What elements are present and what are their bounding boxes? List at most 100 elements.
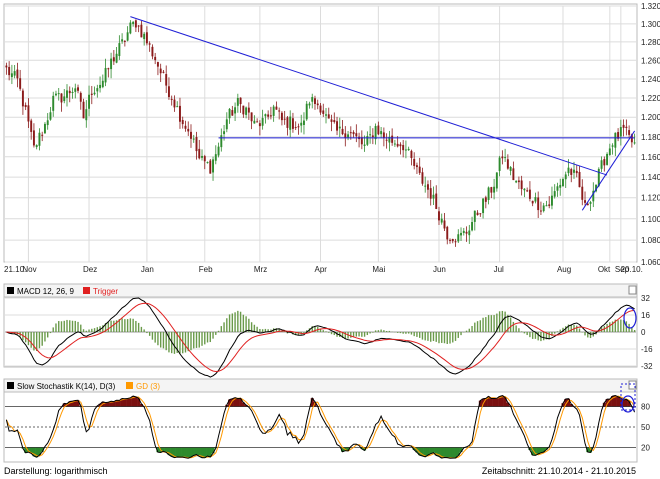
stoch-oversold-fill xyxy=(528,447,532,450)
price-candle-body xyxy=(43,123,46,134)
stoch-overbought-fill xyxy=(112,401,116,407)
stoch-oversold-fill xyxy=(448,447,452,459)
price-candle-body xyxy=(258,123,261,127)
footer-period-label: Zeitabschnitt: 21.10.2014 - 21.10.2015 xyxy=(481,466,636,476)
stoch-oversold-fill xyxy=(533,447,537,456)
price-candle-body xyxy=(564,174,567,180)
price-candle-body xyxy=(537,197,540,211)
price-candle-body xyxy=(256,121,259,123)
stoch-overbought-fill xyxy=(98,403,102,407)
price-x-tick-label: Aug xyxy=(557,265,571,274)
price-candle-body xyxy=(55,93,57,96)
price-candle-body xyxy=(217,146,220,156)
price-candle-body xyxy=(468,230,471,236)
stoch-oversold-fill xyxy=(161,447,165,452)
price-candle-body xyxy=(589,202,592,204)
price-candle-body xyxy=(231,110,234,116)
price-candle-body xyxy=(297,126,300,128)
price-candle-body xyxy=(63,96,66,102)
price-candle-body xyxy=(476,212,479,216)
price-candle-body xyxy=(559,184,562,188)
price-candle-body xyxy=(311,97,314,102)
price-candle-body xyxy=(8,66,11,76)
stoch-overbought-fill xyxy=(500,395,504,407)
price-candle-body xyxy=(432,194,435,199)
stoch-y-tick-label: 50 xyxy=(641,423,650,432)
price-candle-body xyxy=(410,150,413,159)
stoch-expand-button[interactable] xyxy=(628,380,637,390)
stoch-overbought-fill xyxy=(569,403,573,407)
price-candle-body xyxy=(272,106,275,116)
price-candle-body xyxy=(415,165,418,168)
price-candle-body xyxy=(327,114,330,119)
price-candle-body xyxy=(344,133,347,139)
price-candle-body xyxy=(101,80,104,88)
price-candle-body xyxy=(330,119,333,122)
price-candle-body xyxy=(286,117,289,128)
stoch-overbought-fill xyxy=(566,398,570,407)
macd-line xyxy=(6,297,635,378)
stoch-k-line xyxy=(5,394,636,459)
macd-y-ticks: 32 16 0 -16 -32 xyxy=(641,294,653,371)
price-candle-body xyxy=(322,110,325,114)
stoch-oversold-fill xyxy=(531,447,535,456)
price-x-tick-label: 21.10. xyxy=(4,265,26,274)
price-candle-body xyxy=(32,130,35,146)
price-candle-body xyxy=(228,108,231,119)
stoch-overbought-fill xyxy=(498,396,502,407)
price-candle-body xyxy=(600,160,603,169)
price-candle-body xyxy=(438,211,440,221)
price-candle-body xyxy=(162,71,165,73)
stoch-oversold-fill xyxy=(167,447,171,455)
price-candle-body xyxy=(110,58,113,70)
price-candle-body xyxy=(250,112,253,122)
price-candle-body xyxy=(369,134,372,136)
stoch-overbought-fill xyxy=(236,398,240,407)
price-y-tick-label: 1.140 xyxy=(641,173,660,182)
price-candle-body xyxy=(355,133,358,137)
price-candle-body xyxy=(528,189,531,199)
price-candle-body xyxy=(333,120,336,123)
macd-plot xyxy=(5,297,636,378)
price-candle-body xyxy=(391,135,394,143)
price-y-tick-label: 1.060 xyxy=(641,258,660,267)
price-candle-body xyxy=(512,168,515,181)
stoch-overbought-fill xyxy=(481,398,485,407)
price-candle-body xyxy=(300,122,303,126)
price-candle-body xyxy=(123,40,126,42)
stoch-oversold-fill xyxy=(37,447,41,456)
stoch-overbought-fill xyxy=(230,398,234,407)
price-candle-body xyxy=(74,88,77,92)
macd-y-tick-label: -16 xyxy=(641,345,653,354)
price-candles xyxy=(5,19,636,247)
price-candle-body xyxy=(148,43,151,45)
price-candle-body xyxy=(451,238,454,242)
stoch-overbought-fill xyxy=(564,398,568,407)
price-candle-body xyxy=(96,88,99,92)
stoch-overbought-fill xyxy=(228,399,232,407)
price-candle-body xyxy=(129,22,132,34)
price-candle-body xyxy=(548,204,551,206)
stoch-overbought-fill xyxy=(489,398,493,407)
price-candle-body xyxy=(151,46,154,57)
price-candle-body xyxy=(606,153,609,165)
price-candle-body xyxy=(493,186,496,193)
price-candle-body xyxy=(291,118,294,129)
stoch-oversold-fill xyxy=(26,447,30,453)
price-candle-body xyxy=(484,197,487,202)
price-candle-body xyxy=(338,126,341,129)
stoch-legend-swatch-d xyxy=(126,382,133,389)
price-candle-body xyxy=(597,168,600,187)
price-candle-body xyxy=(57,93,60,95)
price-candle-body xyxy=(10,73,13,78)
macd-expand-button[interactable] xyxy=(628,285,637,295)
stoch-overbought-fill xyxy=(310,398,314,407)
price-candle-body xyxy=(137,25,140,27)
price-x-tick-label: Mai xyxy=(372,265,385,274)
price-candle-body xyxy=(539,210,542,212)
trigger-line xyxy=(6,302,635,373)
price-candle-body xyxy=(179,105,181,122)
stoch-oversold-fill xyxy=(542,447,546,453)
price-candle-body xyxy=(236,98,239,106)
price-candle-body xyxy=(104,67,107,83)
